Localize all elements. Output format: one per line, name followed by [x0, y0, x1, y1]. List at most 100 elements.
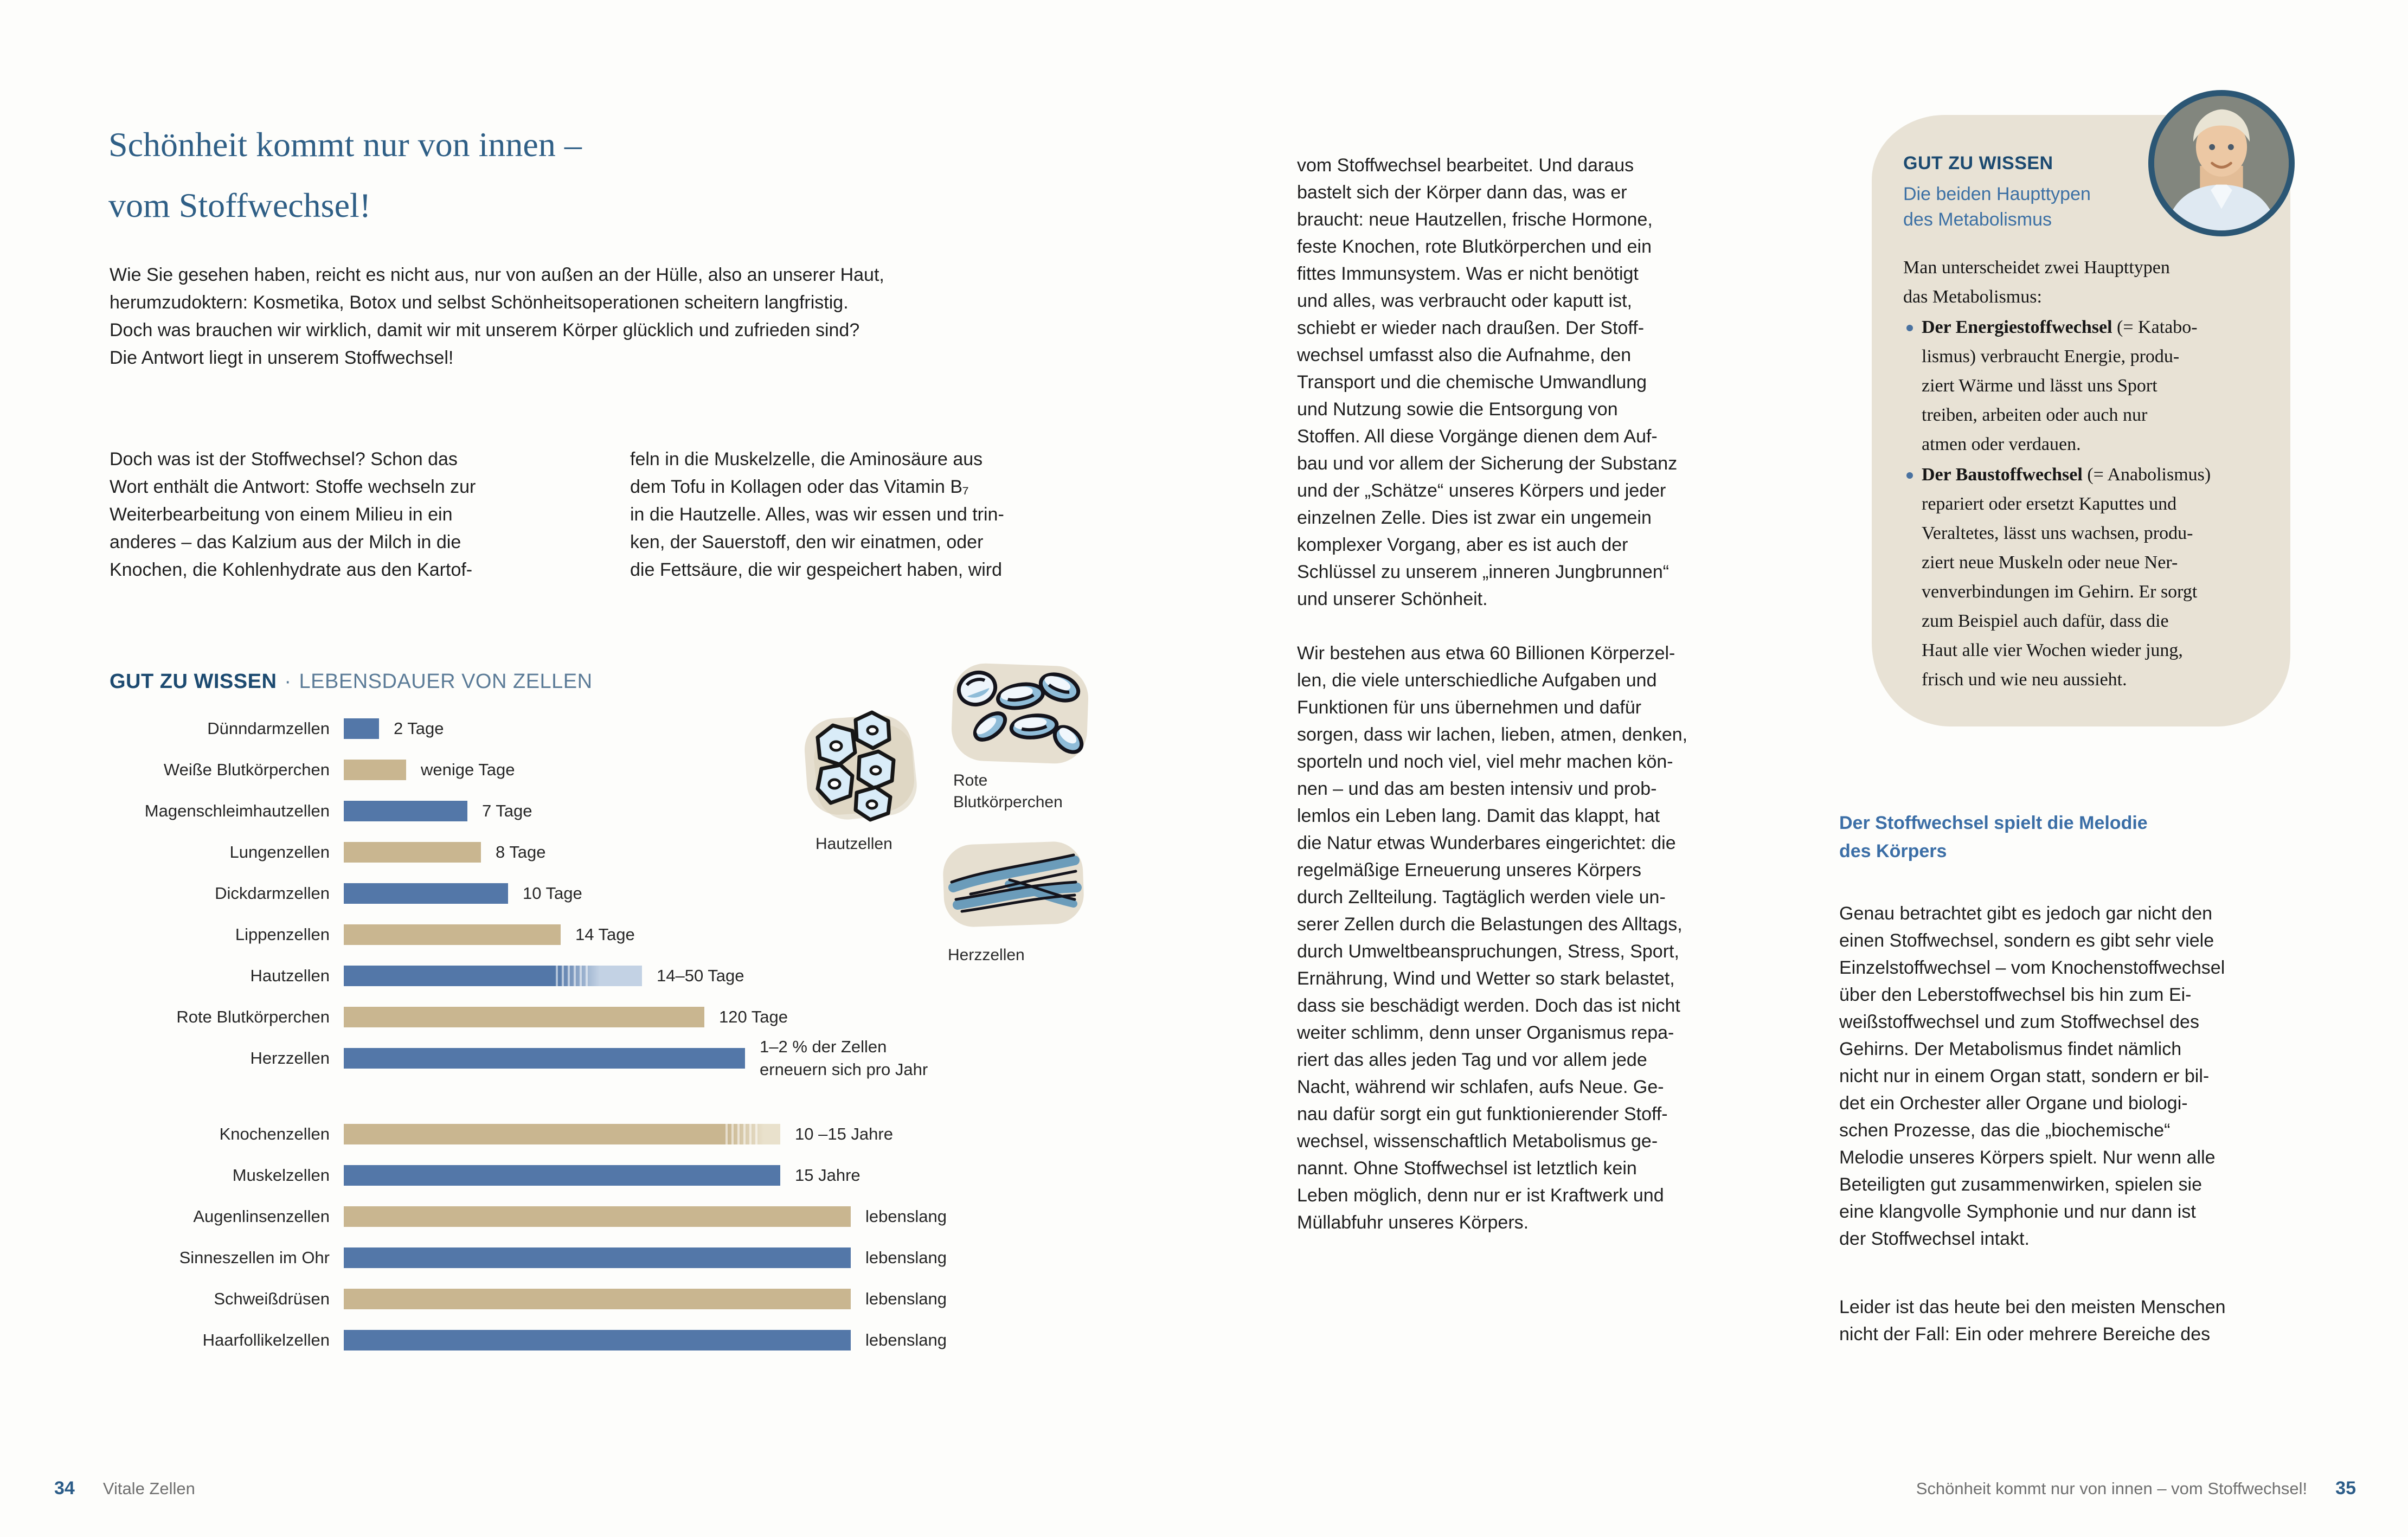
chart-bar-label: Dünndarmzellen — [207, 719, 330, 738]
chart-bar — [344, 1330, 851, 1350]
chart-bar-value: wenige Tage — [421, 760, 515, 779]
info-box-bullet-list: Der Energiestoffwechsel (= Katabo- lismu… — [1903, 313, 2263, 694]
chart-bar — [344, 801, 467, 821]
chart-row: Knochenzellen 10 –15 Jahre — [110, 1114, 1194, 1155]
chart-title-kicker: GUT ZU WISSEN — [110, 670, 277, 693]
list-item: Der Energiestoffwechsel (= Katabo- lismu… — [1903, 313, 2263, 459]
chart-bar-label: Weiße Blutkörperchen — [163, 760, 330, 779]
chart-bar-label: Lungenzellen — [229, 843, 330, 861]
chart-bar — [344, 1048, 745, 1069]
chart-row: Muskelzellen 15 Jahre — [110, 1155, 1194, 1196]
right-column-paragraph-2: Leider ist das heute bei den meisten Men… — [1839, 1297, 2226, 1345]
red-blood-cells-label: Rote Blutkörperchen — [953, 771, 1063, 811]
chart-bar-value: 14 Tage — [575, 925, 635, 944]
info-box-intro: Man unterscheidet zwei Haupttypen das Me… — [1903, 258, 2170, 307]
chart-bar-label: Muskelzellen — [232, 1166, 330, 1185]
left-column-2: feln in die Muskelzelle, die Aminosäure … — [630, 449, 1004, 580]
chart-row: Hautzellen 14–50 Tage — [110, 955, 1194, 996]
section-subheading: Der Stoffwechsel spielt die Melodie des … — [1839, 813, 2148, 861]
chart-bar-value: lebenslang — [865, 1330, 947, 1349]
red-blood-cells-illustration — [951, 663, 1089, 764]
chart-bar — [344, 760, 406, 780]
chart-bar-value: 14–50 Tage — [657, 966, 744, 985]
chart-rows: Dünndarmzellen 2 Tage Weiße Blutkörperch… — [110, 708, 1194, 1361]
chart-bar — [344, 1206, 851, 1227]
chart-bar — [344, 966, 642, 986]
footer-right: Schönheit kommt nur von innen – vom Stof… — [1916, 1478, 2356, 1499]
chart-row: Weiße Blutkörperchen wenige Tage — [110, 749, 1194, 790]
chart-bar-label: Herzzellen — [250, 1049, 330, 1067]
chart-row: Lippenzellen 14 Tage — [110, 914, 1194, 955]
chart-row: Dickdarmzellen 10 Tage — [110, 873, 1194, 914]
chart-row: Lungenzellen 8 Tage — [110, 832, 1194, 873]
cell-lifespan-bar-chart: Dünndarmzellen 2 Tage Weiße Blutkörperch… — [110, 708, 1194, 1361]
chart-bar-value: 15 Jahre — [795, 1166, 861, 1185]
portrait-image — [2154, 96, 2289, 230]
chart-bar — [344, 842, 481, 863]
author-portrait-photo — [2148, 90, 2295, 236]
chart-row: Augenlinsenzellen lebenslang — [110, 1196, 1194, 1237]
chart-bar — [344, 718, 379, 739]
chart-row: Sinneszellen im Ohr lebenslang — [110, 1237, 1194, 1278]
chart-bar — [344, 1165, 780, 1186]
middle-column: vom Stoffwechsel bearbeitet. Und daraus … — [1297, 125, 1818, 1263]
bullet-lead: Der Baustoffwechsel — [1922, 465, 2083, 485]
chart-bar-label: Knochenzellen — [219, 1124, 330, 1143]
chart-bar-label: Schweißdrüsen — [214, 1289, 330, 1308]
chart-bar-value: 7 Tage — [482, 801, 532, 820]
chart-bar — [344, 883, 508, 904]
chart-title-text: LEBENSDAUER VON ZELLEN — [299, 670, 593, 693]
chart-bar-value: 2 Tage — [394, 719, 444, 738]
chart-bar-value: lebenslang — [865, 1207, 947, 1226]
chart-bar — [344, 1247, 851, 1268]
info-box-kicker: GUT ZU WISSEN — [1903, 153, 2053, 173]
middle-paragraph-1: vom Stoffwechsel bearbeitet. Und daraus … — [1297, 155, 1678, 609]
chart-title-separator: · — [284, 670, 292, 693]
heart-cells-illustration — [943, 841, 1084, 927]
info-box: GUT ZU WISSEN Die beiden Haupttypen des … — [1872, 115, 2290, 726]
chart-bar — [344, 1124, 780, 1144]
right-column-paragraph-1: Genau betrachtet gibt es jedoch gar nich… — [1839, 903, 2225, 1249]
chart-bar-value: 8 Tage — [496, 843, 546, 861]
bullet-rest: (= Anabolismus) repariert oder ersetzt K… — [1922, 465, 2211, 690]
page-number-left: 34 — [54, 1478, 75, 1499]
page-number-right: 35 — [2335, 1478, 2356, 1499]
bullet-text: Der Baustoffwechsel (= Anabolismus) repa… — [1922, 460, 2211, 694]
chart-bar — [344, 1289, 851, 1309]
page-title: Schönheit kommt nur von innen – vom Stof… — [108, 125, 582, 224]
heart-cells-label: Herzzellen — [948, 946, 1025, 964]
chart-bar-label: Magenschleimhautzellen — [144, 801, 330, 820]
intro-paragraph: Wie Sie gesehen haben, reicht es nicht a… — [110, 265, 884, 368]
skin-cells-illustration — [804, 710, 917, 822]
left-column-1: Doch was ist der Stoffwechsel? Schon das… — [110, 449, 476, 580]
chart-row: Magenschleimhautzellen 7 Tage — [110, 790, 1194, 832]
bullet-text: Der Energiestoffwechsel (= Katabo- lismu… — [1922, 313, 2198, 459]
chart-bar-value: lebenslang — [865, 1248, 947, 1267]
info-box-subtitle: Die beiden Haupttypen des Metabolismus — [1903, 184, 2091, 230]
chart-row: Dünndarmzellen 2 Tage — [110, 708, 1194, 749]
chart-bar-label: Rote Blutkörperchen — [176, 1007, 330, 1026]
chart-bar — [344, 1007, 704, 1027]
chart-title: GUT ZU WISSEN · LEBENSDAUER VON ZELLEN — [110, 670, 593, 693]
chart-bar-value: 10 –15 Jahre — [795, 1124, 893, 1143]
bullet-dot-icon — [1906, 472, 1913, 479]
chart-bar — [344, 924, 561, 945]
chart-bar-value: 120 Tage — [719, 1007, 788, 1026]
bullet-lead: Der Energiestoffwechsel — [1922, 317, 2112, 337]
bullet-rest: (= Katabo- lismus) verbraucht Energie, p… — [1922, 317, 2198, 454]
skin-cells-label: Hautzellen — [815, 835, 892, 853]
bullet-dot-icon — [1906, 325, 1913, 331]
footer-left: 34 Vitale Zellen — [54, 1478, 195, 1499]
chart-bar-value: 10 Tage — [523, 884, 582, 903]
chart-bar-label: Augenlinsenzellen — [193, 1207, 330, 1226]
chart-bar-label: Haarfollikelzellen — [202, 1330, 330, 1349]
chart-row: Schweißdrüsen lebenslang — [110, 1278, 1194, 1320]
chart-bar-value: 1–2 % der Zellen erneuern sich pro Jahr — [760, 1037, 928, 1079]
footer-chapter-left: Vitale Zellen — [102, 1479, 195, 1498]
chart-row: Haarfollikelzellen lebenslang — [110, 1320, 1194, 1361]
chart-bar-label: Dickdarmzellen — [215, 884, 330, 903]
chart-bar-label: Lippenzellen — [235, 925, 330, 944]
list-item: Der Baustoffwechsel (= Anabolismus) repa… — [1903, 460, 2263, 694]
chart-bar-label: Sinneszellen im Ohr — [179, 1248, 330, 1267]
